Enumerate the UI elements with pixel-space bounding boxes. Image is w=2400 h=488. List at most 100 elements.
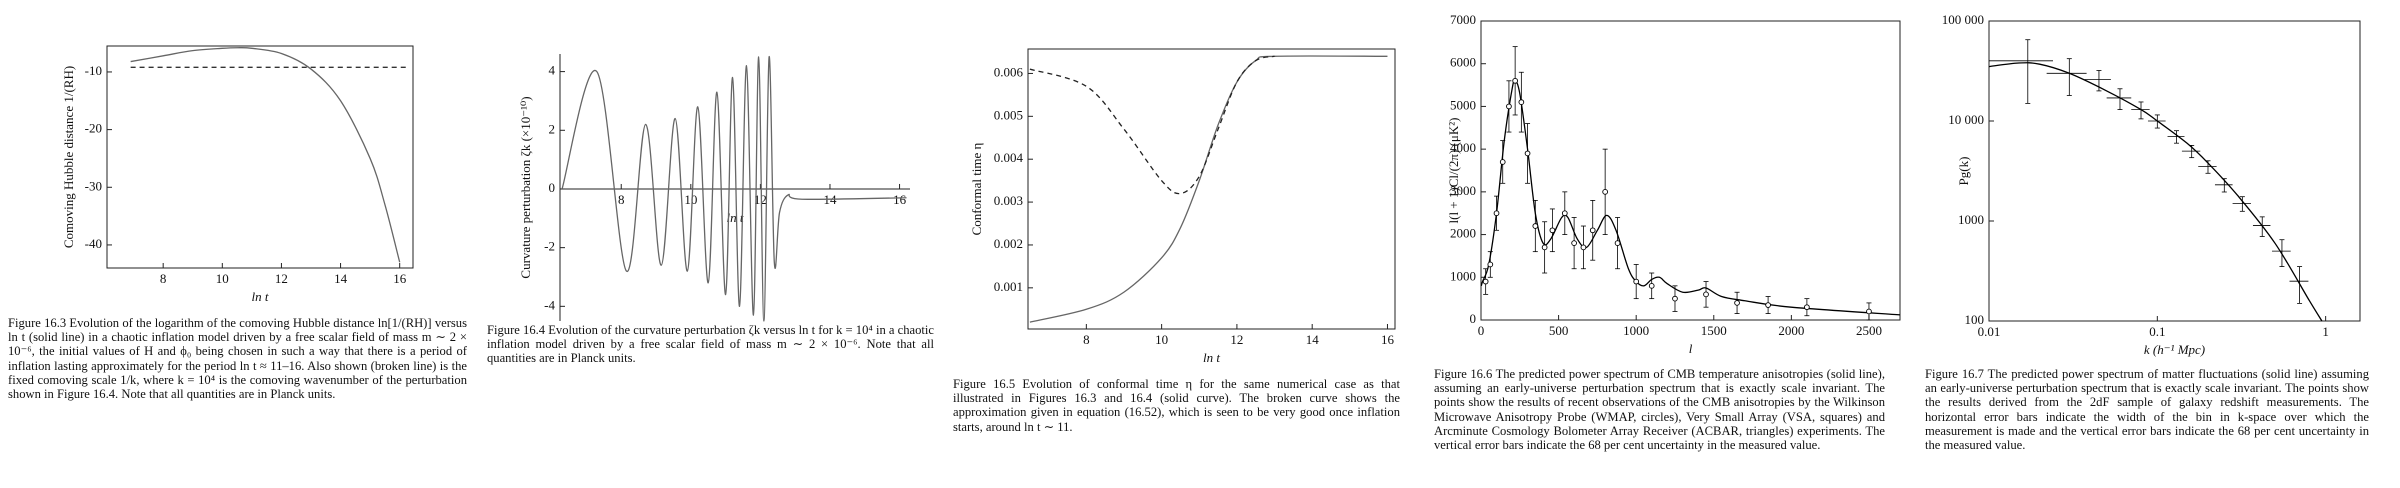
caption: Figure 16.4 Evolution of the curvature p… — [487, 323, 934, 366]
data-point — [1518, 99, 1525, 106]
y-tick-label: 2000 — [1450, 226, 1476, 241]
y-axis-label: l(l + 1)Cl/(2π) (μK²) — [1446, 118, 1461, 224]
data-point — [1633, 278, 1640, 285]
y-tick-label: 7000 — [1450, 12, 1476, 27]
data-point — [1524, 150, 1531, 157]
x-axis-label: ln t — [1203, 350, 1220, 365]
y-tick-label: -4 — [544, 297, 555, 312]
y-tick-label: 0.002 — [994, 236, 1023, 251]
axes-frame — [106, 45, 414, 269]
x-tick-label: 16 — [893, 192, 907, 207]
y-tick-label: 0 — [549, 180, 556, 195]
curve — [561, 56, 907, 322]
y-tick-label: 0.004 — [994, 150, 1024, 165]
x-tick-label: 1000 — [1623, 323, 1649, 338]
x-tick-label: 0.01 — [1978, 324, 2001, 339]
data-point — [1580, 244, 1587, 251]
x-tick-label: 10 — [216, 271, 229, 286]
y-tick-label: 1000 — [1450, 268, 1476, 283]
y-tick-label: 6000 — [1450, 55, 1476, 70]
y-tick-label: -40 — [85, 236, 102, 251]
x-tick-label: 14 — [334, 271, 348, 286]
y-tick-label: 4000 — [1450, 140, 1476, 155]
y-axis-label: Pg(k) — [1956, 157, 1971, 186]
data-point — [1532, 223, 1539, 229]
data-point — [1487, 261, 1494, 268]
data-point — [1512, 77, 1518, 84]
caption: Figure 16.7 The predicted power spectrum… — [1925, 367, 2369, 453]
y-tick-label: -2 — [544, 239, 555, 254]
x-tick-label: 12 — [754, 192, 767, 207]
y-tick-label: -10 — [85, 63, 102, 78]
x-tick-label: 2500 — [1856, 323, 1882, 338]
data-point — [1493, 210, 1500, 217]
y-tick-label: 0.001 — [994, 279, 1023, 294]
x-tick-label: 16 — [1381, 332, 1395, 347]
y-tick-label: 0.006 — [994, 64, 1024, 79]
data-point — [1541, 244, 1548, 251]
y-tick-label: 2 — [549, 121, 556, 136]
x-axis-label: l — [1689, 341, 1693, 356]
axes-frame — [1988, 20, 2361, 322]
axes-frame — [1480, 20, 1901, 321]
data-point — [1482, 278, 1489, 285]
axes-frame — [1027, 48, 1396, 330]
data-point — [1506, 103, 1512, 110]
caption: Figure 16.5 Evolution of conformal time … — [953, 377, 1400, 434]
x-tick-label: 8 — [160, 271, 167, 286]
x-tick-label: 0.1 — [2149, 324, 2165, 339]
curve — [1029, 55, 1388, 323]
x-axis-label: ln t — [727, 210, 744, 225]
curve — [130, 47, 401, 263]
data-point — [1866, 308, 1872, 315]
x-tick-label: 1 — [2322, 324, 2329, 339]
x-tick-label: 8 — [1083, 332, 1090, 347]
y-tick-label: -30 — [85, 178, 102, 193]
data-point — [1734, 300, 1740, 306]
y-tick-label: 10 000 — [1948, 112, 1984, 127]
x-tick-label: 14 — [1306, 332, 1320, 347]
curve — [1029, 55, 1275, 195]
y-tick-label: 0.005 — [994, 107, 1023, 122]
x-axis-label: k (h⁻¹ Mpc) — [2144, 342, 2205, 357]
y-tick-label: 100 — [1965, 312, 1985, 327]
y-tick-label: 0.003 — [994, 193, 1023, 208]
curve — [1480, 79, 1901, 316]
y-tick-label: 100 000 — [1942, 12, 1984, 27]
y-tick-label: 1000 — [1958, 212, 1984, 227]
data-point — [1765, 302, 1771, 308]
y-axis-label: Comoving Hubble distance 1/(RH) — [61, 66, 76, 248]
x-tick-label: 8 — [618, 192, 625, 207]
data-point — [1703, 291, 1709, 298]
data-point — [1614, 240, 1621, 246]
data-point — [1571, 240, 1577, 246]
y-axis-label: Conformal time η — [969, 142, 984, 235]
x-tick-label: 2000 — [1778, 323, 1804, 338]
y-tick-label: 4 — [549, 63, 556, 78]
y-tick-label: 3000 — [1450, 183, 1476, 198]
data-point — [1499, 159, 1506, 165]
data-point — [1589, 227, 1596, 234]
x-axis-label: ln t — [252, 289, 269, 304]
curve — [1988, 62, 2323, 322]
x-tick-label: 500 — [1549, 323, 1569, 338]
x-tick-label: 10 — [1155, 332, 1168, 347]
data-point — [1561, 210, 1568, 217]
x-tick-label: 1500 — [1701, 323, 1727, 338]
caption: Figure 16.3 Evolution of the logarithm o… — [8, 316, 467, 402]
y-tick-label: -20 — [85, 121, 102, 136]
data-point — [1804, 304, 1810, 311]
y-axis-label: Curvature perturbation ζk (×10⁻¹⁰) — [518, 96, 533, 278]
caption: Figure 16.6 The predicted power spectrum… — [1434, 367, 1885, 453]
y-tick-label: 5000 — [1450, 97, 1476, 112]
x-tick-label: 10 — [684, 192, 697, 207]
x-tick-label: 0 — [1478, 323, 1485, 338]
data-point — [1549, 227, 1556, 234]
data-point — [1648, 282, 1655, 289]
x-tick-label: 12 — [275, 271, 288, 286]
y-tick-label: 0 — [1470, 311, 1477, 326]
x-tick-label: 16 — [393, 271, 407, 286]
data-point — [1672, 295, 1678, 302]
